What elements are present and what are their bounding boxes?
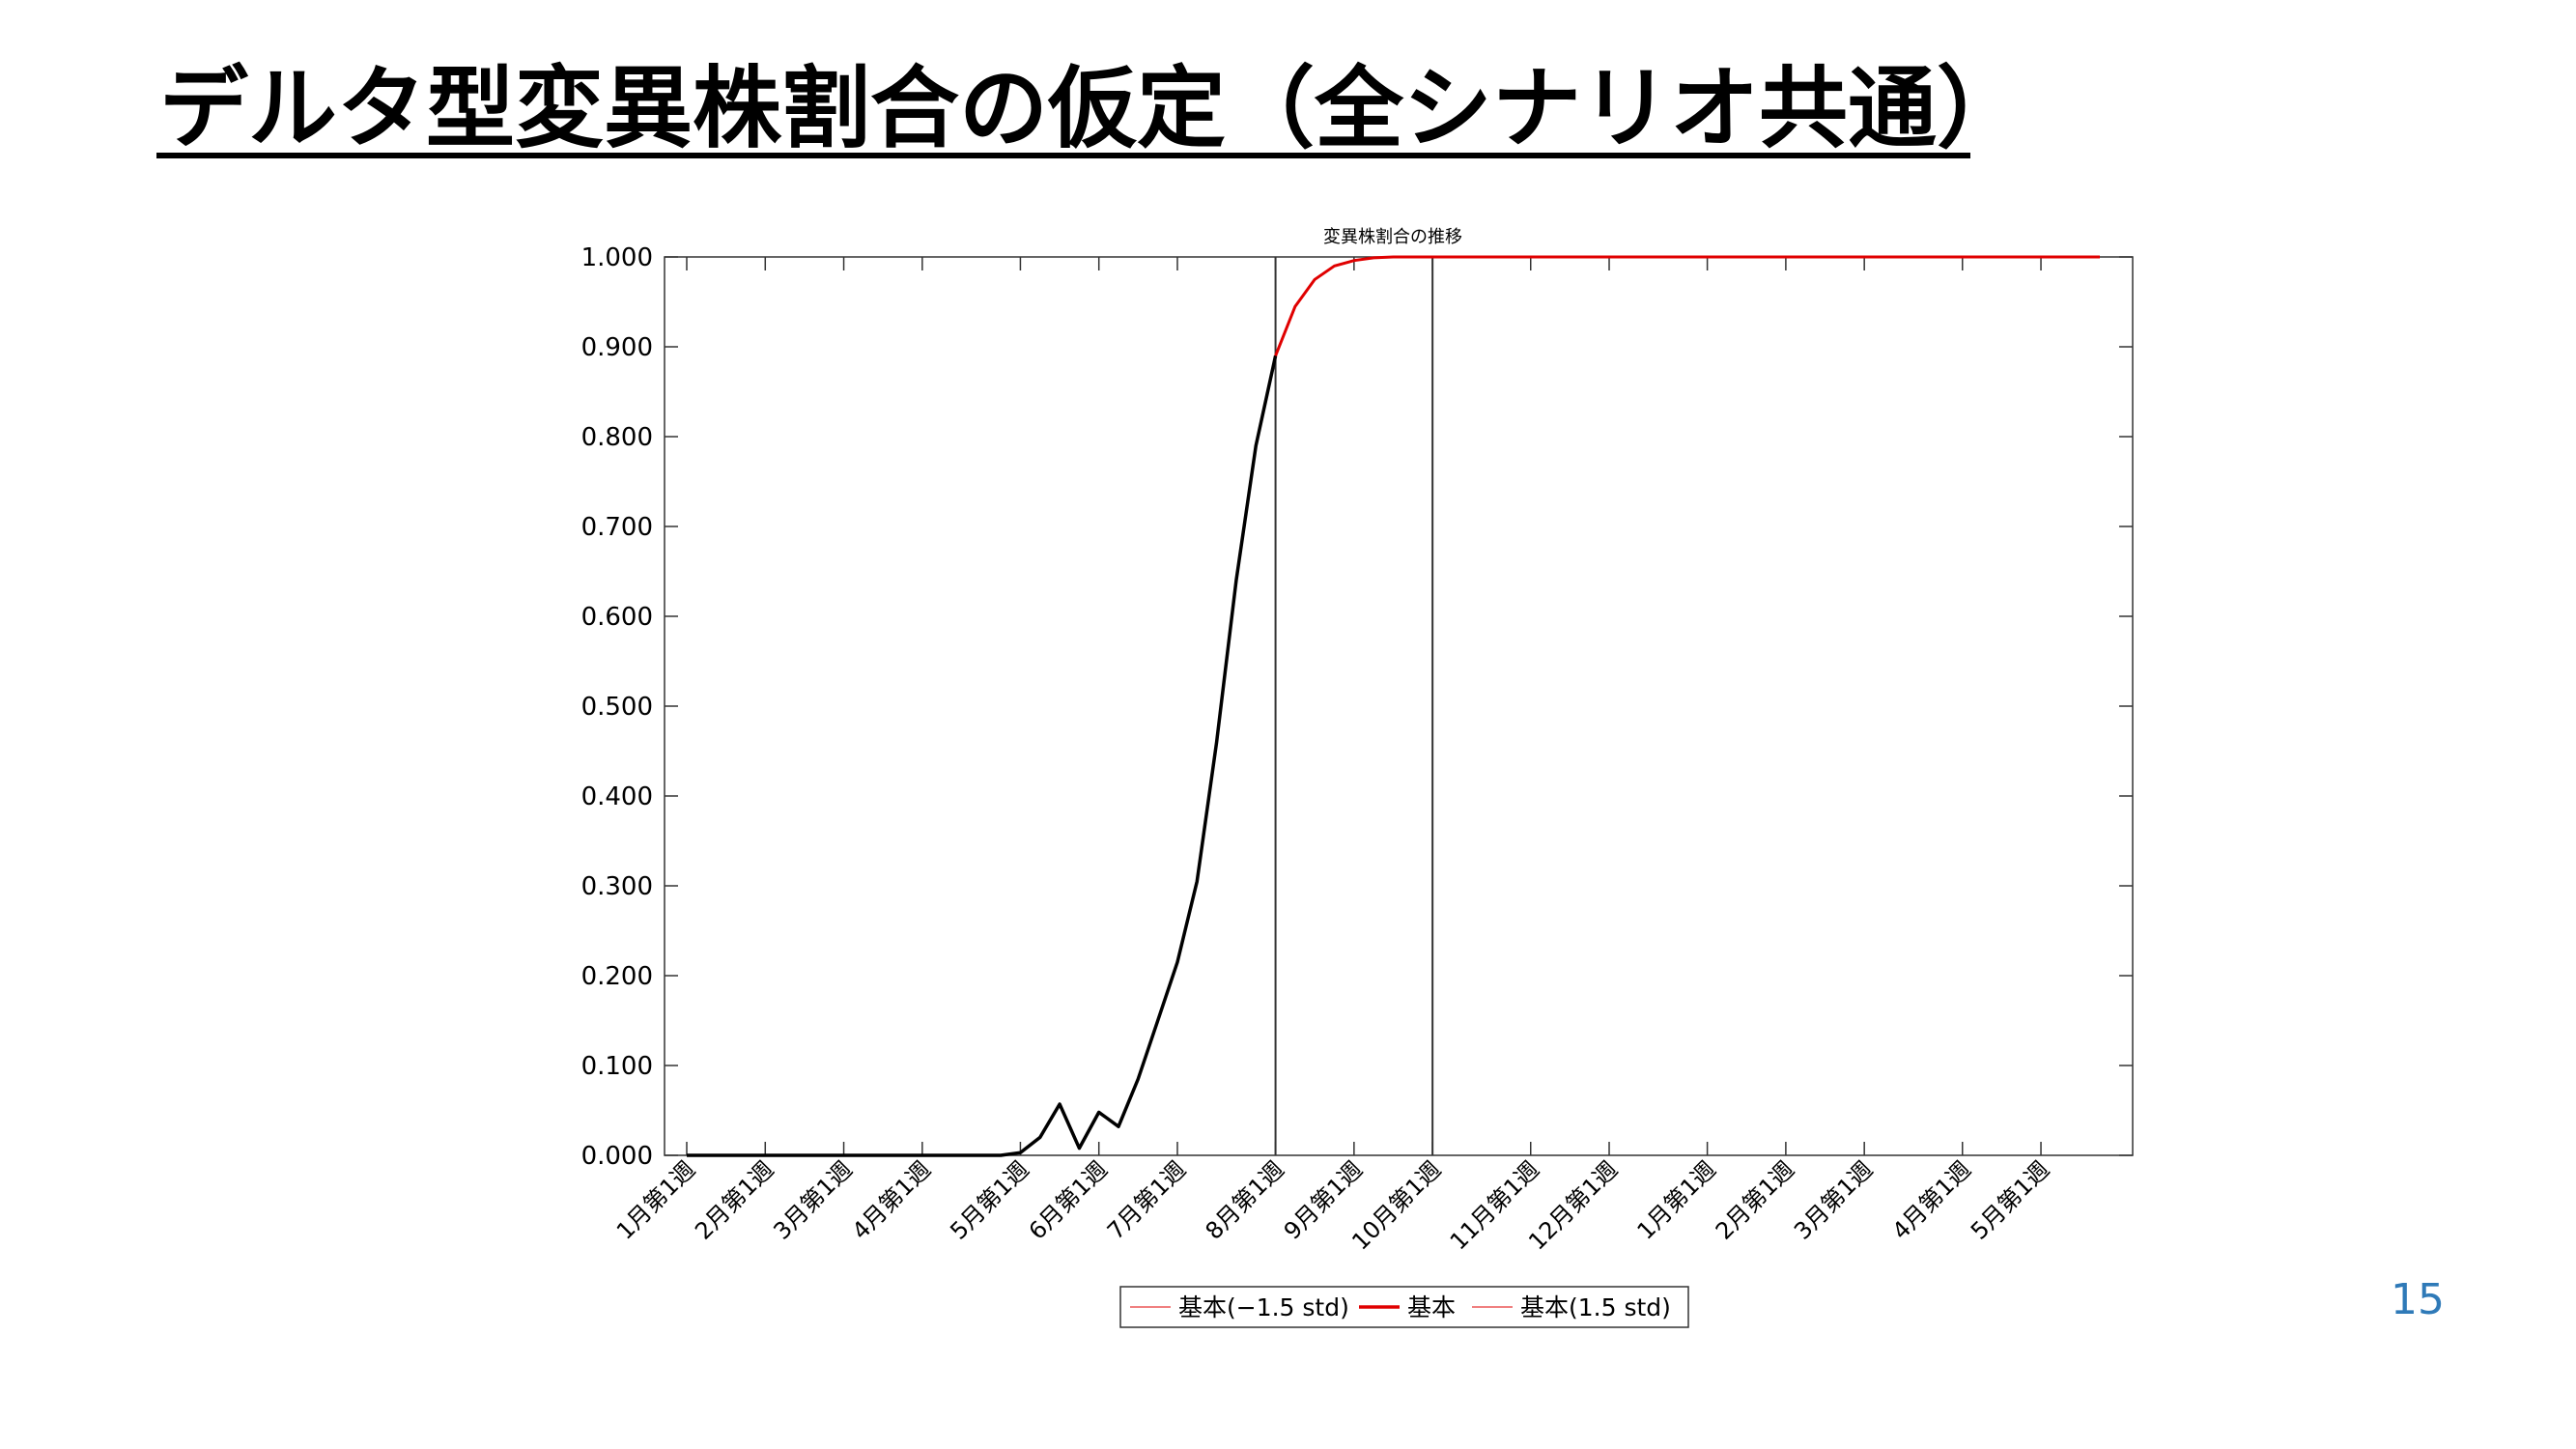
y-tick-label: 0.700 — [581, 513, 653, 542]
y-tick-label: 0.000 — [581, 1142, 653, 1171]
series-observed-line — [687, 355, 1278, 1157]
x-tick-label: 8月第1週 — [1201, 1155, 1289, 1244]
x-tick-label: 6月第1週 — [1024, 1155, 1113, 1244]
x-tick-label: 3月第1週 — [768, 1155, 857, 1244]
legend: 基本(−1.5 std) 基本 基本(1.5 std) — [1119, 1286, 1689, 1328]
series-lines — [687, 255, 2100, 1157]
y-tick-label: 0.400 — [581, 782, 653, 811]
plot-frame — [664, 256, 2134, 1156]
x-tick-label: 4月第1週 — [847, 1155, 936, 1244]
x-tick-label: 3月第1週 — [1789, 1155, 1878, 1244]
legend-label-base: 基本 — [1407, 1293, 1456, 1321]
chart-title: 変異株割合の推移 — [1323, 227, 1462, 247]
reference-lines — [1274, 257, 1434, 1155]
x-tick-label: 2月第1週 — [690, 1155, 778, 1244]
y-tick-label: 1.000 — [581, 243, 653, 272]
y-axis: 0.000 0.100 0.200 0.300 0.400 0.500 0.600 0.700… — [581, 243, 2133, 1171]
x-tick-label: 5月第1週 — [1966, 1155, 2054, 1244]
slide-title: デルタ型変異株割合の仮定（全シナリオ共通） — [159, 57, 2026, 160]
x-tick-label: 5月第1週 — [945, 1155, 1033, 1244]
x-tick-label: 7月第1週 — [1102, 1155, 1191, 1244]
y-tick-label: 0.200 — [581, 962, 653, 991]
legend-label-lower: 基本(−1.5 std) — [1178, 1293, 1349, 1321]
x-tick-label: 2月第1週 — [1711, 1155, 1799, 1244]
y-tick-label: 0.600 — [581, 603, 653, 632]
series-base-line — [1274, 255, 2100, 356]
y-tick-label: 0.300 — [581, 872, 653, 901]
y-tick-label: 0.100 — [581, 1052, 653, 1081]
legend-box — [1119, 1286, 1689, 1328]
legend-label-upper: 基本(1.5 std) — [1520, 1293, 1671, 1321]
x-tick-label: 1月第1週 — [1632, 1155, 1721, 1244]
title-underline — [156, 153, 1970, 158]
x-tick-label: 4月第1週 — [1887, 1155, 1976, 1244]
y-tick-label: 0.500 — [581, 693, 653, 722]
y-tick-label: 0.800 — [581, 423, 653, 452]
y-tick-label: 0.900 — [581, 333, 653, 362]
page-number: 15 — [2391, 1275, 2445, 1324]
